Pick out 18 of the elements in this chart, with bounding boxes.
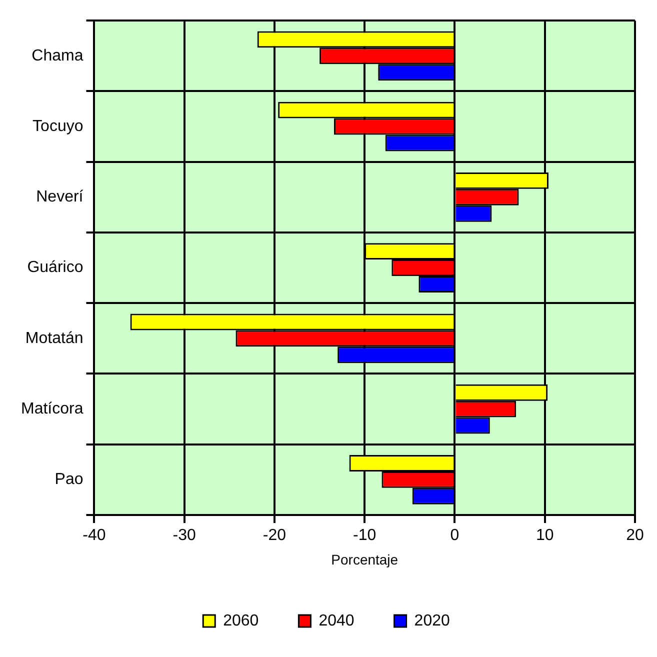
y-tick-label: Neverí [36,188,84,206]
y-tick-label: Chama [32,47,84,64]
x-axis-title: Porcentaje [331,551,398,568]
y-tick-label: Tocuyo [32,118,84,135]
y-tick-label: Motatán [25,330,84,347]
y-tick-label: Pao [54,471,84,488]
legend-label: 2060 [223,612,259,630]
x-tick-label: -20 [262,527,286,544]
legend-label: 2020 [414,612,450,630]
y-tick-label: Guárico [27,259,84,276]
x-tick-label: 20 [626,527,644,544]
x-tick-label: 10 [536,527,554,544]
x-tick-label: -40 [82,527,106,544]
x-tick-label: 0 [450,527,460,544]
y-tick-label: Matícora [20,400,84,418]
x-tick-label: -30 [172,527,196,544]
legend-label: 2040 [318,612,354,630]
x-tick-label: -10 [353,527,376,544]
